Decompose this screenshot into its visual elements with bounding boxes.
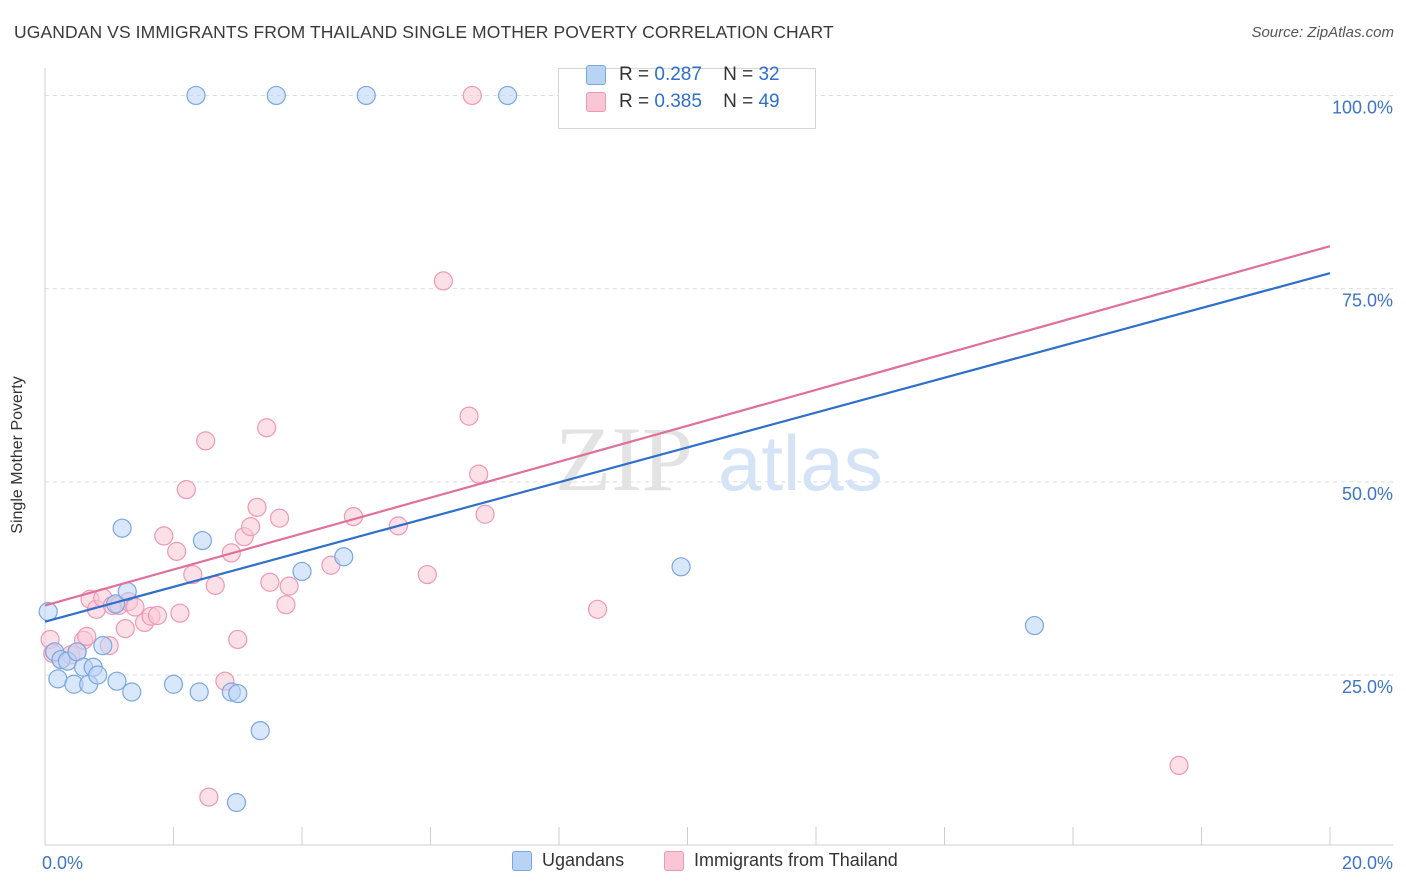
legend-swatch-ugandans — [512, 850, 532, 871]
trend-line-thailand — [44, 245, 1331, 607]
thailand-point-18 — [147, 605, 168, 626]
thailand-point-31 — [241, 517, 261, 537]
legend-swatch-thailand — [664, 850, 684, 871]
axes — [44, 68, 1393, 846]
thailand-point-37 — [279, 576, 299, 596]
chart-title: UGANDAN VS IMMIGRANTS FROM THAILAND SING… — [14, 22, 834, 42]
series-legend: Ugandans Immigrants from Thailand — [0, 850, 1406, 878]
thailand-point-22 — [176, 479, 196, 500]
thailand-swatch — [586, 92, 606, 112]
ugandans-point-20 — [192, 530, 213, 551]
thailand-point-29 — [228, 629, 248, 650]
thailand-point-36 — [276, 595, 296, 615]
stats-legend: R = 0.287 N = 32 R = 0.385 N = 49 — [558, 64, 816, 129]
r-value-thailand: 0.385 — [654, 91, 702, 112]
thailand-point-20 — [170, 603, 190, 623]
thailand-point-33 — [257, 418, 277, 438]
trend-line-ugandans — [44, 272, 1331, 623]
thailand-point-21 — [167, 541, 187, 561]
ugandans-point-18 — [186, 85, 206, 106]
thailand-point-41 — [417, 564, 437, 585]
watermark-atlas: atlas — [718, 419, 883, 507]
grid-lines — [45, 94, 1393, 676]
ugandans-point-28 — [498, 85, 518, 106]
legend-item-ugandans[interactable]: Ugandans — [512, 850, 624, 871]
ugandans-point-14 — [112, 518, 132, 538]
y-tick-labels: 25.0% 50.0% 75.0% 100.0% — [1332, 97, 1393, 697]
r-label: R = — [619, 91, 650, 112]
ugandans-point-26 — [334, 547, 354, 567]
n-value-ugandans: 32 — [758, 64, 780, 85]
thailand-point-26 — [205, 575, 225, 595]
thailand-point-47 — [587, 599, 608, 619]
thailand-point-35 — [269, 508, 290, 528]
x-tick-label-0: 0.0% — [42, 853, 83, 873]
thailand-point-24 — [199, 787, 219, 807]
ugandans-point-22 — [226, 792, 247, 813]
thailand-point-43 — [459, 406, 479, 426]
trend-lines — [44, 245, 1331, 623]
thailand-point-23 — [183, 564, 203, 585]
thailand-point-13 — [115, 619, 135, 639]
legend-label-thailand: Immigrants from Thailand — [694, 850, 898, 870]
thailand-point-48 — [1169, 755, 1189, 776]
thailand-point-19 — [154, 526, 174, 546]
x-tick-labels: 0.0% 20.0% — [42, 853, 1393, 873]
y-tick-label-0: 25.0% — [1342, 677, 1393, 697]
watermark-zip: ZIP — [555, 408, 693, 510]
watermark: ZIP atlas — [555, 408, 883, 510]
y-tick-label-1: 50.0% — [1342, 484, 1393, 504]
y-tick-label-2: 75.0% — [1342, 291, 1393, 311]
ugandans-point-24 — [266, 85, 286, 106]
r-value-ugandans: 0.287 — [654, 64, 702, 85]
ugandans-point-27 — [356, 85, 376, 106]
thailand-point-32 — [247, 497, 267, 517]
thailand-point-6 — [77, 626, 97, 646]
ugandans-point-10 — [88, 665, 108, 685]
thailand-point-46 — [462, 85, 482, 106]
thailand-point-34 — [260, 572, 280, 592]
r-label: R = — [619, 64, 650, 85]
ugandans-point-11 — [93, 636, 113, 656]
ugandans-point-25 — [292, 561, 312, 582]
series-ugandans-points — [38, 85, 1045, 813]
ugandans-point-17 — [163, 674, 184, 694]
ugandans-point-19 — [189, 682, 209, 702]
y-tick-label-3: 100.0% — [1332, 97, 1393, 117]
legend-label-ugandans: Ugandans — [542, 850, 625, 870]
n-value-thailand: 49 — [758, 91, 780, 112]
source-credit: Source: ZipAtlas.com — [1251, 24, 1394, 41]
thailand-point-42 — [433, 271, 453, 291]
stats-text-ugandans: R = 0.287 N = 32 — [619, 64, 780, 86]
thailand-point-45 — [475, 504, 495, 524]
stats-text-thailand: R = 0.385 N = 49 — [619, 91, 780, 113]
ugandans-point-23 — [250, 721, 270, 741]
ugandans-point-29 — [671, 557, 691, 577]
ugandans-point-13 — [107, 671, 127, 691]
ugandans-point-31 — [228, 683, 248, 704]
legend-item-thailand[interactable]: Immigrants from Thailand — [664, 850, 898, 871]
x-tick-label-1: 20.0% — [1342, 853, 1393, 873]
ugandans-point-30 — [1024, 615, 1045, 636]
ugandans-point-2 — [48, 669, 68, 689]
n-label: N = — [723, 91, 754, 112]
n-label: N = — [723, 64, 754, 85]
ugandans-point-16 — [122, 682, 142, 702]
thailand-point-25 — [196, 431, 216, 451]
ugandans-swatch — [586, 65, 606, 85]
thailand-point-44 — [469, 464, 489, 484]
